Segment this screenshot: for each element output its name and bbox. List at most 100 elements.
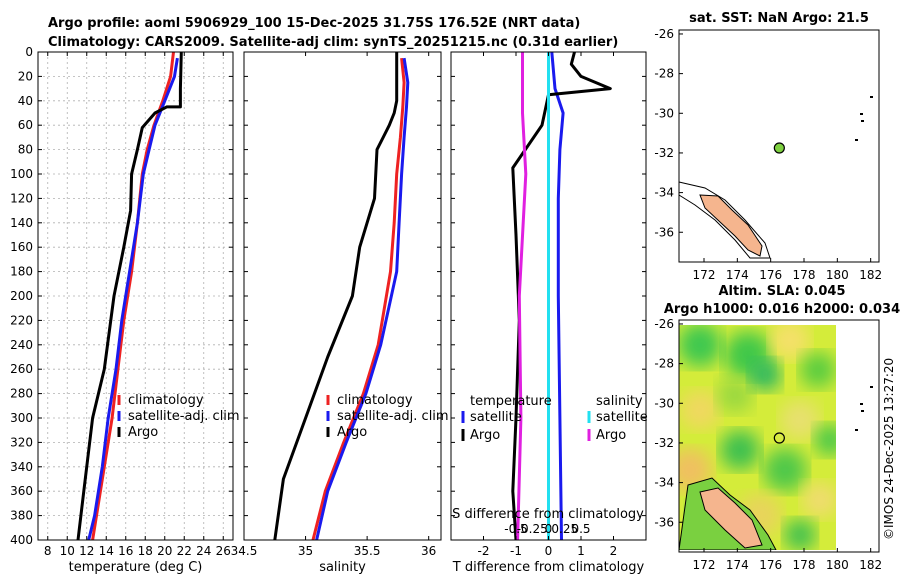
sla-map-title-1: Altim. SLA: 0.045 [719, 284, 846, 299]
x-tick-label: 8 [44, 544, 52, 558]
x-tick-label: 14 [99, 544, 114, 558]
legend-header-salinity: salinity [596, 394, 643, 409]
sla-blob [784, 519, 816, 550]
y-tick-label: 40 [18, 94, 33, 108]
series-line-argo [76, 51, 183, 541]
x2-tick-label: 0.25 [551, 522, 578, 536]
y-tick-label: 20 [18, 69, 33, 83]
sst-map-panel: sat. SST: NaN Argo: 21.5 172 174 176 178 180 1… [654, 11, 882, 282]
x-tick-label: 35 [298, 544, 313, 558]
x-tick-label: 12 [79, 544, 94, 558]
series-line-temperature-satellite [550, 51, 565, 541]
map-y-tick-label: -36 [654, 225, 674, 239]
map-x-tick-label: 176 [759, 558, 782, 572]
map-x-tick-label: 174 [726, 558, 749, 572]
y-tick-label: 0 [25, 45, 33, 59]
sla-blob [780, 400, 820, 440]
x-tick-label: 2 [610, 544, 618, 558]
sla-blob [802, 482, 836, 518]
series-line-temperature-argo [511, 51, 612, 541]
x-tick-label: -1 [510, 544, 522, 558]
legend-label: satellite [596, 410, 648, 425]
x-tick-label: 22 [177, 544, 192, 558]
map-frame [678, 29, 880, 263]
map-frame [678, 319, 880, 553]
y-tick-label: 80 [18, 143, 33, 157]
map-x-tick-label: 180 [826, 558, 849, 572]
map-y-tick-label: -34 [654, 186, 674, 200]
map-x-tick-label: 180 [826, 268, 849, 282]
x-axis-label: salinity [319, 560, 366, 575]
map-y-tick-label: -36 [654, 515, 674, 529]
y-tick-label: 180 [10, 265, 33, 279]
sst-map-title: sat. SST: NaN Argo: 21.5 [689, 11, 869, 26]
sla-blob [800, 352, 836, 388]
legend-label: satellite-adj. clim [128, 409, 240, 424]
y-tick-label: 340 [10, 460, 33, 474]
y-tick-label: 280 [10, 387, 33, 401]
x2-axis-label: S difference from climatology [452, 507, 644, 522]
temperature-panel: 0 20 40 60 80 100 120 140 160 180 200 220 240 260 280 3… [10, 45, 240, 575]
y-tick-label: 200 [10, 289, 33, 303]
legend-header-temperature: temperature [470, 394, 552, 409]
sla-blob [717, 377, 753, 413]
y-tick-label: 60 [18, 118, 33, 132]
legend-label: Argo [596, 428, 626, 443]
sla-blob [679, 325, 722, 367]
x-tick-label: 0 [545, 544, 553, 558]
map-x-tick-label: 174 [726, 268, 749, 282]
y-tick-label: 100 [10, 167, 33, 181]
island [860, 403, 863, 405]
x-tick-label: 24 [196, 544, 211, 558]
island [860, 113, 863, 115]
series-line-salinity-argo [516, 52, 528, 541]
x-tick-label: 34.5 [231, 544, 258, 558]
map-x-tick-label: 182 [859, 558, 882, 572]
map-y-tick-label: -34 [654, 476, 674, 490]
sla-blob [814, 424, 836, 456]
y-tick-label: 320 [10, 435, 33, 449]
y-tick-label: 220 [10, 313, 33, 327]
salinity-panel: 34.5 35 35.5 36 salinity climatologysatellite… [231, 51, 449, 575]
y-tick-label: 140 [10, 216, 33, 230]
argo-float-marker [773, 432, 785, 444]
y-tick-label: 300 [10, 411, 33, 425]
legend-label: Argo [470, 428, 500, 443]
title-line-2: Climatology: CARS2009. Satellite-adj cli… [48, 35, 618, 50]
map-y-tick-label: -32 [654, 436, 674, 450]
x-tick-label: 26 [216, 544, 231, 558]
map-x-tick-label: 172 [693, 268, 716, 282]
x-tick-label: 35.5 [354, 544, 381, 558]
y-tick-label: 400 [10, 533, 33, 547]
sla-map-panel: Altim. SLA: 0.045 Argo h1000: 0.016 h2000… [654, 284, 900, 572]
sla-field [679, 325, 836, 550]
island [861, 120, 864, 122]
x-tick-label: 36 [421, 544, 436, 558]
map-y-tick-label: -28 [654, 357, 674, 371]
series-line-satellite-adj-clim [315, 57, 410, 541]
x2-tick-label: -0.5 [504, 522, 527, 536]
axes-frame [243, 51, 442, 541]
argo-float-marker [773, 142, 785, 154]
y-tick-label: 240 [10, 338, 33, 352]
map-x-tick-label: 178 [793, 268, 816, 282]
x-tick-label: 1 [577, 544, 585, 558]
map-x-tick-label: 182 [859, 268, 882, 282]
x-tick-label: 20 [157, 544, 172, 558]
y-tick-label: 160 [10, 240, 33, 254]
legend-label: satellite [470, 410, 522, 425]
sla-map-title-2: Argo h1000: 0.016 h2000: 0.034 [664, 302, 900, 317]
title-line-1: Argo profile: aoml 5906929_100 15-Dec-20… [48, 16, 580, 31]
legend-label: climatology [337, 393, 413, 408]
x-tick-label: 18 [138, 544, 153, 558]
y-tick-label: 120 [10, 191, 33, 205]
map-y-tick-label: -26 [654, 27, 674, 41]
sla-blob [720, 430, 760, 470]
y-tick-label: 360 [10, 484, 33, 498]
map-x-tick-label: 176 [759, 268, 782, 282]
y-tick-label: 380 [10, 509, 33, 523]
x2-tick-label: 0 [545, 522, 553, 536]
difference-panel: -2 -1 0 1 2 T difference from climatology temp… [450, 51, 648, 575]
x-axis-label: T difference from climatology [452, 560, 645, 575]
